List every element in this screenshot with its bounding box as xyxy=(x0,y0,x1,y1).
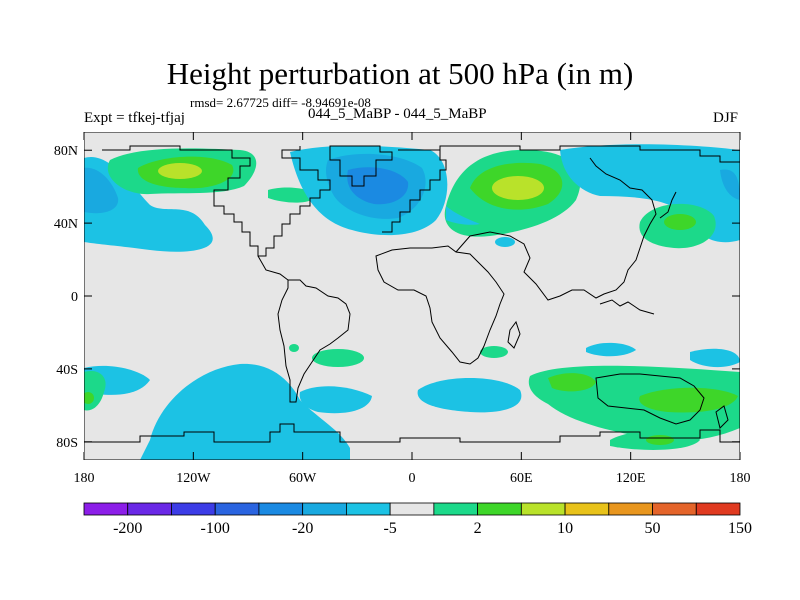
y-tick-label: 80S xyxy=(56,436,78,451)
experiment-label: Expt = tfkej-tfjaj xyxy=(84,110,185,126)
contour-sh-indian-blue xyxy=(417,378,522,413)
colorbar-swatch xyxy=(389,502,435,516)
statistics-label: rmsd= 2.67725 diff= -8.94691e-08 xyxy=(190,95,371,110)
contour-nh-small-blue xyxy=(495,237,515,247)
colorbar-swatch xyxy=(520,502,566,516)
x-tick-label: 0 xyxy=(409,471,416,486)
colorbar: -200 -100 -20 -5 2 10 50 150 xyxy=(83,502,752,537)
colorbar-label: 50 xyxy=(645,520,661,537)
coast-australia xyxy=(595,373,705,425)
coast-greenland xyxy=(329,145,393,187)
contour-sh-australia-green-strong xyxy=(639,387,738,413)
contour-nh-pacific-mid xyxy=(84,167,119,214)
coast-madagascar xyxy=(507,320,521,349)
colorbar-label: -200 xyxy=(113,520,142,537)
x-tick-label: 180 xyxy=(730,471,751,486)
colorbar-swatch xyxy=(302,502,347,516)
contour-sh-atlantic-blue xyxy=(299,386,372,414)
colorbar-swatch xyxy=(171,502,216,516)
coast-japan xyxy=(659,191,677,219)
coast-southeast-asia xyxy=(599,299,655,315)
contour-sh-indian-green-strong xyxy=(548,373,596,392)
season-label: DJF xyxy=(712,110,738,126)
map-title: Height perturbation at 500 hPa (in m) xyxy=(166,56,634,91)
coast-asia-south xyxy=(455,157,657,301)
colorbar-swatch xyxy=(345,502,391,516)
colorbar-swatch xyxy=(127,502,172,516)
colorbar-label: -100 xyxy=(201,520,230,537)
coast-antarctica xyxy=(84,423,740,443)
colorbar-swatch xyxy=(564,502,610,516)
contour-sh-west-green-core xyxy=(84,392,94,404)
x-tick-label: 60W xyxy=(289,471,317,486)
contour-nh-america-yellow xyxy=(158,163,202,179)
colorbar-label: 150 xyxy=(728,520,752,537)
contour-nh-asia-blue-edge xyxy=(446,206,480,225)
map-panel xyxy=(84,132,740,460)
contour-sh-samerica-green-small xyxy=(289,344,299,352)
x-tick-label: 180 xyxy=(74,471,95,486)
x-tick-label: 120E xyxy=(616,471,646,486)
contour-nh-northpacific-green-core xyxy=(664,214,696,230)
coast-europe xyxy=(382,150,447,233)
colorbar-swatch xyxy=(477,502,522,516)
contour-nh-dateline-blue-mid xyxy=(720,169,740,200)
y-tick-label: 40N xyxy=(54,217,78,232)
y-tick-label: 0 xyxy=(71,290,78,305)
colorbar-swatch xyxy=(214,502,260,516)
coastlines xyxy=(84,145,740,443)
comparison-label: 044_5_MaBP - 044_5_MaBP xyxy=(308,106,487,122)
contour-sh-antarctic-green-core xyxy=(646,435,674,445)
contour-sh-pacific-blue xyxy=(140,363,350,460)
contour-sh-samerica-green xyxy=(312,349,364,367)
coast-eurasia xyxy=(398,145,740,163)
coast-africa xyxy=(375,245,505,365)
coast-north-america xyxy=(102,145,331,257)
y-tick-label: 80N xyxy=(54,144,78,159)
colorbar-swatch xyxy=(695,502,741,516)
colorbar-label: 10 xyxy=(557,520,573,537)
contour-sh-tasman-blue xyxy=(690,348,740,368)
x-axis: 180 120W 60W 0 60E 120E 180 xyxy=(74,132,751,486)
colorbar-swatch xyxy=(608,502,653,516)
contour-nh-asia-yellow xyxy=(492,176,544,200)
colorbar-label: -20 xyxy=(292,520,313,537)
colorbar-swatch xyxy=(433,502,479,516)
y-tick-label: 40S xyxy=(56,363,78,378)
y-axis: 80N 40N 0 40S 80S xyxy=(54,144,740,451)
contour-nh-atlantic-green xyxy=(268,187,316,203)
coast-central-america xyxy=(257,255,289,281)
contour-sh-indian-blue-small xyxy=(586,342,636,357)
coast-new-zealand xyxy=(715,405,729,429)
x-tick-label: 60E xyxy=(510,471,533,486)
colorbar-swatch xyxy=(652,502,697,516)
colorbar-label: 2 xyxy=(474,520,482,537)
contour-nh-europe-dark xyxy=(347,167,409,205)
colorbar-label: -5 xyxy=(383,520,396,537)
coast-south-america xyxy=(277,279,351,403)
contour-sh-africa-green-small xyxy=(480,346,508,358)
x-tick-label: 120W xyxy=(176,471,211,486)
colorbar-swatch xyxy=(83,502,129,516)
colorbar-swatch xyxy=(258,502,304,516)
